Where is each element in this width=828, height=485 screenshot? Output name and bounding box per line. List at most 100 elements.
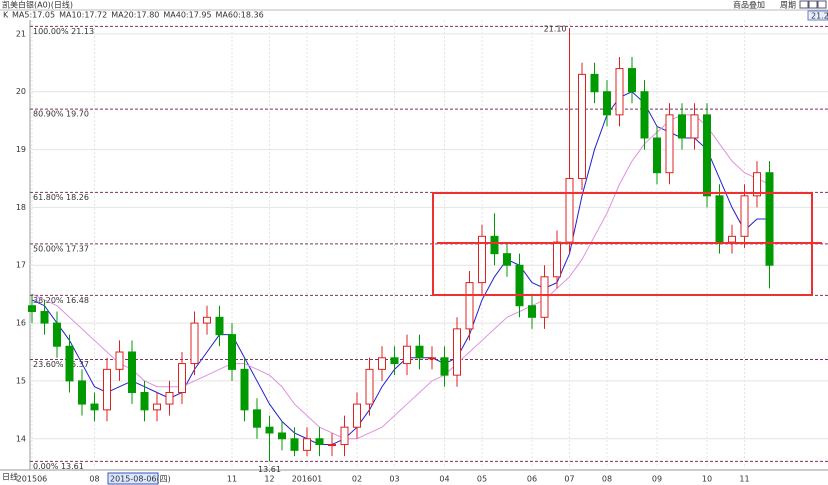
candle-body: [265, 426, 274, 434]
candle-body: [390, 357, 399, 365]
x-tick-label: 11: [227, 475, 237, 484]
candle-body: [703, 114, 711, 197]
y-tick-label: 18: [16, 203, 26, 212]
candle-body: [678, 114, 686, 139]
x-tick-label: 03: [389, 475, 399, 484]
candle-body: [78, 380, 86, 405]
cursor-label: 2015-08-06(四): [110, 475, 171, 484]
fib-label: 0.00% 13.61: [33, 462, 84, 471]
candle-body: [565, 177, 574, 243]
candle-body: [303, 438, 311, 451]
candle-body: [290, 438, 299, 451]
candle-body: [28, 305, 36, 313]
candle-body: [503, 253, 511, 266]
candle-body: [603, 91, 611, 116]
period-label: 日线: [2, 472, 18, 482]
corner-price: 21.20: [811, 12, 828, 21]
menu-item[interactable]: 周期: [780, 1, 796, 10]
candle-body: [578, 73, 586, 179]
candle-body: [253, 409, 261, 428]
candle-body: [615, 68, 624, 116]
candle-body: [715, 195, 724, 243]
candle-body: [553, 241, 561, 278]
candle-body: [740, 195, 749, 237]
candle-body: [628, 68, 636, 93]
y-tick-label: 21: [16, 29, 26, 38]
candle-body: [465, 282, 474, 330]
x-tick-label: 12: [264, 475, 274, 484]
candle-body: [528, 305, 536, 318]
candle-body: [365, 368, 374, 405]
y-tick-label: 19: [16, 145, 26, 154]
candle-body: [278, 432, 286, 440]
candle-body: [103, 368, 111, 411]
candle-body: [728, 235, 736, 243]
x-tick-label: 06: [527, 475, 537, 484]
price-box: [807, 10, 828, 21]
candle-body: [153, 403, 161, 411]
candle-body: [540, 276, 549, 318]
candle-body: [515, 264, 524, 307]
candle-body: [128, 351, 136, 393]
fib-label: 50.00% 17.37: [33, 244, 89, 253]
candle-body: [315, 438, 324, 446]
candle-body: [453, 328, 461, 376]
candle-body: [165, 391, 174, 405]
candle-body: [203, 316, 211, 324]
candle-body: [190, 322, 199, 365]
cursor-box: [107, 472, 159, 485]
x-tick-label: 05: [477, 475, 487, 484]
x-tick-label: 201601: [292, 475, 323, 484]
candle-body: [90, 403, 99, 411]
candle-body: [640, 91, 649, 139]
y-tick-label: 20: [16, 87, 26, 96]
low-label: 13.61: [258, 465, 281, 474]
candle-body: [65, 345, 74, 382]
chart-title: 凯美白银(A0)(日线): [2, 0, 73, 10]
legend-entry: MA10:17.72: [59, 11, 107, 20]
candle-body: [590, 73, 599, 93]
x-tick-label: 09: [652, 475, 662, 484]
candle-body: [490, 235, 499, 255]
y-tick-label: 16: [16, 319, 26, 328]
candle-body: [215, 316, 224, 336]
fib-label: 23.60% 15.37: [33, 360, 89, 369]
legend-entry: MA60:18.36: [216, 11, 264, 20]
y-tick-label: 15: [16, 376, 26, 385]
candle-body: [228, 334, 236, 370]
y-tick-label: 14: [16, 434, 26, 443]
candle-body: [178, 363, 186, 393]
x-tick-label: 201506: [17, 475, 48, 484]
plot: 14 15 16 17 18 19 20 21 201506 08 11 12 201601 02 03 04…: [16, 20, 828, 484]
legend-entry: MA40:17.95: [163, 11, 211, 20]
fib-label: 80.90% 19.70: [33, 110, 89, 119]
legend-entry: MA5:17.05: [12, 11, 55, 20]
candle-body: [665, 114, 674, 174]
candle-body: [753, 172, 761, 197]
x-tick-label: 02: [352, 475, 362, 484]
x-tick-label: 10: [702, 475, 712, 484]
fib-label: 100.00% 21.13: [33, 27, 94, 36]
candle-body: [340, 426, 349, 446]
candle-body: [428, 357, 436, 360]
legend-entry: MA20:17.80: [111, 11, 159, 20]
candle-body: [415, 345, 424, 359]
candle-body: [378, 357, 386, 370]
fib-label: 61.80% 18.26: [33, 193, 89, 202]
fib-label: 38.20% 16.48: [33, 296, 89, 305]
candle-body: [478, 235, 486, 284]
x-tick-label: 08: [602, 475, 612, 484]
ma-line: [31, 114, 770, 440]
high-label: 21.10: [544, 25, 567, 34]
candle-body: [53, 322, 61, 347]
candle-body: [440, 357, 449, 376]
x-tick-label: 04: [439, 475, 449, 484]
candle-body: [240, 368, 249, 411]
x-tick-label: 08: [89, 475, 99, 484]
candle-body: [653, 137, 661, 174]
candle-body: [40, 311, 49, 324]
menu-item[interactable]: 商品叠加: [733, 0, 765, 10]
window-buttons[interactable]: [799, 0, 827, 9]
candle-body: [353, 403, 361, 428]
candle-body: [403, 345, 411, 365]
